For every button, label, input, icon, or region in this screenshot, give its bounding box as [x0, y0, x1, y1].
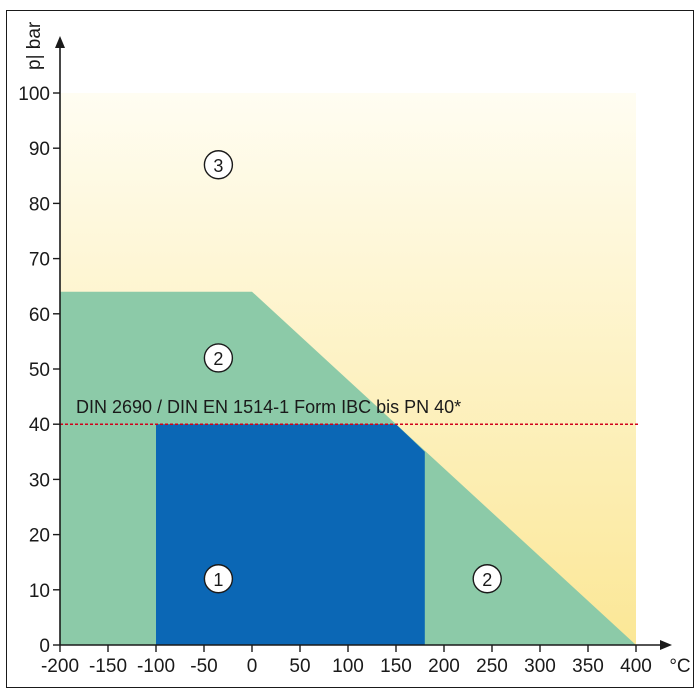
zone-2-label: 2 — [213, 349, 223, 369]
reference-line-layer: DIN 2690 / DIN EN 1514-1 Form IBC bis PN… — [60, 397, 640, 425]
zone-1-area — [156, 424, 425, 645]
y-tick-label: 70 — [29, 250, 50, 271]
zone-1-label: 1 — [213, 570, 223, 590]
labels-layer: 3 2 2 1 — [203, 150, 502, 594]
y-tick-label: 100 — [18, 84, 50, 105]
axes-layer: 0 10 20 30 40 50 60 70 80 90 100 -200 -150 -100 -50 0 50… — [18, 21, 690, 677]
x-tick-label: 350 — [572, 656, 604, 677]
x-tick-label: 200 — [428, 656, 460, 677]
y-axis-title: p| bar — [24, 21, 45, 70]
zone-2-label-right-circle — [472, 564, 502, 594]
y-tick-label: 90 — [29, 139, 50, 160]
zone-3-label-circle — [203, 150, 234, 180]
zones-layer — [60, 93, 636, 645]
x-tick-label: -100 — [137, 656, 175, 677]
x-tick-label: 0 — [247, 656, 258, 677]
x-tick-label: 300 — [524, 656, 556, 677]
x-axis-arrow — [660, 640, 672, 650]
y-axis-arrow — [55, 36, 65, 48]
x-tick-label: 50 — [289, 656, 310, 677]
x-axis-title: °C — [669, 656, 690, 677]
zone-2-label-circle — [203, 343, 234, 373]
zone-1-label-circle — [203, 564, 234, 594]
x-tick-label: -200 — [41, 656, 79, 677]
reference-line-label: DIN 2690 / DIN EN 1514-1 Form IBC bis PN… — [76, 397, 461, 417]
y-tick-label: 40 — [29, 415, 50, 436]
y-tick-label: 50 — [29, 360, 50, 381]
y-tick-label: 10 — [29, 581, 50, 602]
y-tick-label: 30 — [29, 470, 50, 491]
y-tick-label: 80 — [29, 194, 50, 215]
y-tick-label: 20 — [29, 526, 50, 547]
x-tick-label: -150 — [89, 656, 127, 677]
y-tick-label: 0 — [39, 636, 50, 657]
zone-2-label-right: 2 — [482, 570, 492, 590]
x-tick-label: 150 — [380, 656, 412, 677]
zone-3-label: 3 — [213, 156, 223, 176]
x-tick-label: 100 — [332, 656, 364, 677]
x-tick-label: -50 — [190, 656, 217, 677]
x-tick-label: 400 — [620, 656, 652, 677]
y-tick-label: 60 — [29, 305, 50, 326]
x-tick-label: 250 — [476, 656, 508, 677]
